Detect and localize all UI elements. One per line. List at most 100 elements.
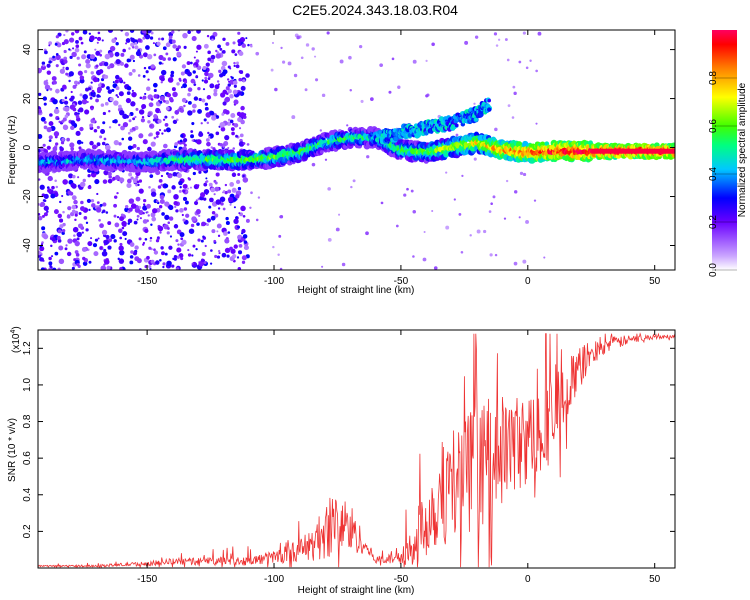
spectral-noise-point <box>177 243 180 246</box>
spectral-noise-point <box>157 37 161 41</box>
spectral-noise-point <box>229 94 234 99</box>
spectral-noise-point <box>86 100 89 104</box>
spectral-noise-point <box>103 243 107 246</box>
spectral-noise-point <box>148 186 151 189</box>
spectral-noise-point <box>99 135 103 139</box>
spectral-noise-point <box>78 223 83 229</box>
spectral-noise-point <box>237 250 243 255</box>
spectral-noise-point <box>225 216 229 221</box>
snr-frame <box>37 329 676 569</box>
spectral-noise-point <box>231 131 235 136</box>
spectral-noise-point <box>161 62 164 65</box>
spectral-noise-point <box>71 195 77 201</box>
spectral-noise-point <box>185 190 188 193</box>
spectral-noise-point <box>106 265 111 270</box>
spectral-noise-point <box>71 32 75 36</box>
y-tick-label: 0.2 <box>22 524 33 538</box>
spectrogram-marks <box>38 30 675 270</box>
spectral-noise-point <box>153 88 157 93</box>
spectral-noise-point <box>222 145 225 148</box>
spectral-noise-point <box>164 122 169 127</box>
spectral-noise-point <box>219 196 226 203</box>
spectral-noise-point <box>227 231 231 234</box>
spectral-noise-point <box>206 218 211 223</box>
spectral-noise-point <box>98 83 102 87</box>
spectral-noise-point <box>114 222 120 228</box>
spectral-noise-point <box>131 126 136 131</box>
spectral-noise-point <box>162 46 167 51</box>
spectral-noise-point <box>198 170 202 174</box>
spectral-noise-point <box>78 36 83 41</box>
spectral-noise-point <box>100 129 106 135</box>
spectral-noise-point <box>167 221 171 224</box>
spectral-noise-point <box>149 174 154 178</box>
spectral-noise-point <box>43 102 47 106</box>
spectral-noise-point <box>187 177 190 180</box>
spectral-noise-point <box>346 124 349 127</box>
spectral-noise-point <box>64 114 69 119</box>
spectral-noise-point <box>461 174 464 178</box>
spectral-noise-point <box>155 260 160 265</box>
spectral-noise-point <box>113 239 117 243</box>
spectral-noise-point <box>65 30 69 33</box>
spectral-noise-point <box>525 220 529 224</box>
spectral-noise-point <box>543 256 546 259</box>
spectral-noise-point <box>224 183 228 187</box>
spectral-noise-point <box>74 47 80 53</box>
spectral-noise-point <box>48 57 52 61</box>
spectral-noise-point <box>124 63 129 68</box>
spectral-noise-point <box>209 35 216 41</box>
spectral-noise-point <box>224 135 230 141</box>
spectral-noise-point <box>74 111 78 116</box>
spectral-noise-point <box>204 102 209 106</box>
spectral-noise-point <box>106 86 110 90</box>
spectral-noise-point <box>422 257 427 262</box>
spectral-noise-point <box>335 227 340 232</box>
spectral-noise-point <box>108 238 113 243</box>
spectral-noise-point <box>503 217 507 220</box>
spectral-noise-point <box>497 38 501 41</box>
spectral-noise-point <box>101 211 104 214</box>
spectral-noise-point <box>129 260 134 265</box>
spectral-noise-point <box>222 101 227 106</box>
spectral-noise-point <box>96 36 102 41</box>
spectral-noise-point <box>89 96 93 100</box>
spectral-noise-point <box>271 41 275 45</box>
spectral-noise-point <box>213 239 217 243</box>
spectral-noise-point <box>48 256 52 261</box>
spectral-noise-point <box>153 250 159 255</box>
spectral-noise-point <box>311 47 315 51</box>
spectral-noise-point <box>74 240 80 247</box>
spectral-noise-point <box>128 119 132 123</box>
spectral-noise-point <box>137 183 140 187</box>
spectral-noise-point <box>57 229 62 234</box>
spectral-noise-point <box>217 249 221 253</box>
spectral-noise-point <box>359 44 363 49</box>
spectral-noise-point <box>137 49 141 53</box>
spectral-noise-point <box>250 44 253 48</box>
spectral-noise-point <box>52 146 58 152</box>
spectral-noise-point <box>214 186 220 192</box>
spectral-noise-point <box>201 79 204 82</box>
spectral-noise-point <box>216 255 221 259</box>
spectral-noise-point <box>168 216 174 221</box>
spectral-noise-point <box>349 89 353 92</box>
spectral-noise-point <box>197 86 201 91</box>
spectral-noise-point <box>68 79 71 83</box>
spectral-noise-point <box>72 266 75 270</box>
spectral-noise-point <box>76 237 80 241</box>
spectral-noise-point <box>160 251 165 256</box>
spectral-noise-point <box>118 77 123 82</box>
spectral-noise-point <box>123 81 126 84</box>
spectral-noise-point <box>44 84 51 91</box>
spectral-noise-point <box>75 44 80 48</box>
spectral-noise-point <box>172 257 175 261</box>
spectral-noise-point <box>88 260 92 264</box>
spectral-noise-point <box>210 59 215 63</box>
spectral-noise-point <box>506 58 510 62</box>
spectral-noise-point <box>159 199 165 205</box>
spectral-noise-point <box>174 45 177 48</box>
spectral-noise-point <box>201 221 206 227</box>
spectral-noise-point <box>43 205 49 211</box>
spectral-noise-point <box>71 47 75 50</box>
